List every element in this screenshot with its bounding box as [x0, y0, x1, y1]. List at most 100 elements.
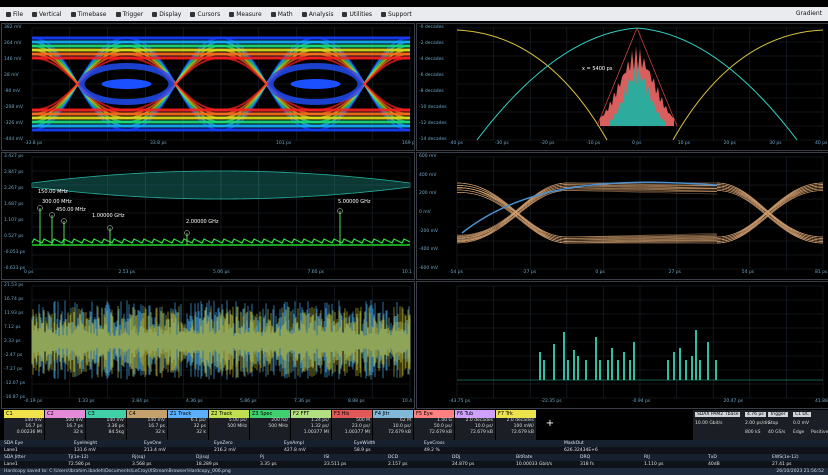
- y-tick-label: -12 decades: [419, 121, 447, 126]
- peak-frequency-label: 5.00000 GHz: [338, 199, 371, 205]
- y-tick-label: 1.687 ps: [4, 202, 24, 207]
- timebase-field: 0.0 mV: [793, 421, 810, 426]
- menu-display[interactable]: Display: [152, 11, 181, 18]
- x-tick-label: 5.86 ps: [240, 399, 257, 404]
- menu-vertical[interactable]: Vertical: [32, 11, 62, 18]
- channel-points: 32 k: [73, 430, 83, 435]
- channel-descriptor[interactable]: C2 500 mV 16.7 ps 32 k: [44, 410, 85, 440]
- eye-crossing: [125, 57, 222, 111]
- meas-cell: 427.8 mV: [284, 448, 306, 453]
- jitter-track-panel[interactable]: 21.53 ps 16.74 ps 11.93 ps 7.12 ps 2.33 ps -2…: [1, 281, 415, 409]
- x-tick-label: 30 ps: [769, 141, 782, 146]
- channel-descriptor[interactable]: F3 His 500 M 23.0 ps/1.00377 MI: [331, 410, 372, 440]
- menu-timebase[interactable]: Timebase: [70, 11, 107, 18]
- eye2-plot: [456, 156, 824, 270]
- x-tick-label: -33.8 ps: [24, 141, 43, 146]
- menu-cursors[interactable]: Cursors: [190, 11, 220, 18]
- y-tick-label: -200 mV: [419, 228, 439, 234]
- utilities-icon: [342, 11, 348, 17]
- spectrum-panel[interactable]: 3.427 ps 2.847 ps 2.267 ps 1.687 ps 1.107 ps…: [1, 152, 415, 280]
- menu-analysis[interactable]: Analysis: [301, 10, 334, 18]
- menu-support[interactable]: Support: [381, 11, 412, 18]
- meas-cell: EyeHeight: [74, 441, 98, 446]
- eye-overlay-trace: [566, 190, 718, 192]
- x-tick-label: 8.88 ps: [348, 399, 365, 404]
- histogram-bar: [673, 352, 675, 380]
- channel-descriptor[interactable]: C4 140 mV 16.7 ps 32 k: [126, 410, 167, 440]
- meas-cell: 23.511 ps: [324, 462, 347, 467]
- channel-name: Z3 Spec: [250, 410, 290, 418]
- meas-cell: DRQ: [580, 455, 591, 460]
- menu-measure[interactable]: Measure: [229, 11, 262, 18]
- eye-opening: [78, 63, 175, 105]
- menu-math[interactable]: Math: [270, 11, 293, 18]
- channel-descriptor[interactable]: Z1 Track 6.1 ps/32 ps 32 k: [167, 410, 208, 440]
- channel-points: 72.679 kB: [388, 430, 411, 435]
- channel-descriptor[interactable]: Z3 Spec 200 hz/500 MHz: [249, 410, 290, 440]
- channel-name: C2: [45, 410, 85, 418]
- timebase-descriptor[interactable]: SDAX PAM2 Tbase 4.76 µs Trigger C1 DC 10.00 G…: [693, 410, 828, 440]
- x-tick-label: 1.33 ps: [78, 399, 95, 404]
- x-tick-label: 101 ps: [276, 141, 292, 146]
- menu-label: Measure: [236, 10, 262, 18]
- eye-overlay-panel[interactable]: 600 mV 400 mV 200 mV 0 mV -200 mV -400 mV -600…: [416, 152, 828, 280]
- x-tick-label: -10 ps: [586, 141, 601, 146]
- peak-frequency-label: 450.00 MHz: [56, 207, 86, 213]
- eye-center: [101, 79, 152, 89]
- y-tick-label: 264 mV: [4, 41, 22, 46]
- status-time: 26/10/2023 21:56:52: [776, 469, 824, 474]
- channel-offset: 500 MHz: [268, 424, 288, 429]
- meas-cell: TxD: [708, 455, 717, 460]
- x-tick-label: 0 ps: [595, 270, 605, 275]
- channel-scale: 6.1 ps/: [190, 418, 206, 423]
- meas-cell: 27.41 ps: [772, 462, 792, 467]
- meas-cell: SDA Eye: [4, 441, 24, 446]
- eye-overlay-trace: [566, 233, 718, 238]
- meas-cell: BitRate: [516, 455, 533, 460]
- channel-descriptor[interactable]: F4 Jitr 62 M 10.0 ps/72.679 kB: [372, 410, 413, 440]
- peak-marker: [107, 225, 113, 231]
- eye-crossing: [31, 57, 128, 111]
- channel-descriptor[interactable]: C1 140 mV 16.7 ps 0.00236 MI: [3, 410, 44, 440]
- analysis-icon: [301, 11, 307, 17]
- bathtub-panel[interactable]: -0 decades -2 decades -4 decades -6 decades…: [416, 23, 828, 151]
- meas-cell: Pj: [260, 455, 264, 460]
- x-tick-label: 10 ps: [677, 141, 691, 146]
- meas-cell: Lane1: [4, 462, 18, 467]
- meas-cell: DDj: [452, 455, 461, 460]
- meas-cell: RIJ: [644, 455, 650, 460]
- x-tick-label: -22.35 ps: [540, 399, 562, 404]
- add-channel-button[interactable]: +: [545, 418, 555, 429]
- meas-cell: EyeWidth: [354, 441, 376, 446]
- channel-descriptor[interactable]: F6 Tub 2.0 decades 10.0 ps/72.679 kB: [454, 410, 495, 440]
- histogram-bar: [553, 344, 555, 380]
- menu-file[interactable]: File: [6, 11, 23, 18]
- peak-marker: [37, 205, 43, 211]
- channel-name: C1: [4, 410, 44, 418]
- channel-descriptor[interactable]: C3 140 mV 3.36 ps 84.5kg: [85, 410, 126, 440]
- channel-descriptor[interactable]: Z2 Track 5.00 ps/500 MHz: [208, 410, 249, 440]
- y-tick-label: 400 mV: [419, 172, 437, 178]
- timebase-field: Tbase: [723, 412, 741, 417]
- meas-cell: MaskOut: [564, 441, 584, 446]
- histogram-panel[interactable]: -43.75 ps -22.35 ps -0.94 ps 20.47 ps 41.88 …: [416, 281, 828, 409]
- y-tick-label: 11.93 ps: [4, 311, 24, 316]
- menu-utilities[interactable]: Utilities: [342, 11, 372, 18]
- channel-descriptor[interactable]: F5 Eye 1.00 G 50.0 ps/72.679 kB: [413, 410, 454, 440]
- spectrum-plot: [31, 156, 411, 270]
- x-tick-label: 41.88 ps: [815, 399, 828, 404]
- menu-label: Analysis: [308, 10, 334, 18]
- meas-cell: 49.2 %: [424, 448, 440, 453]
- channel-scale: 1.24 ps/: [310, 418, 329, 423]
- y-tick-label: -90 mV: [4, 89, 21, 94]
- channel-scale: 500 mV: [65, 418, 83, 423]
- x-tick-label: 0 ps: [632, 141, 642, 146]
- meas-cell: 216.2 mV: [214, 448, 236, 453]
- x-tick-label: 81 ps: [815, 270, 828, 275]
- histogram-bar: [667, 360, 669, 380]
- channel-descriptor[interactable]: F2 FFT 1.24 ps/1.32 ps/1.00377 MI: [290, 410, 331, 440]
- channel-descriptor[interactable]: F7 Trk 2.0 decades 100 mW/72.679 kB: [495, 410, 536, 440]
- histogram-bar: [715, 360, 717, 380]
- menu-trigger[interactable]: Trigger: [115, 11, 143, 18]
- eye-diagram-panel[interactable]: 382 mV 264 mV 146 mV 28 mV -90 mV -208 mV -326…: [1, 23, 415, 151]
